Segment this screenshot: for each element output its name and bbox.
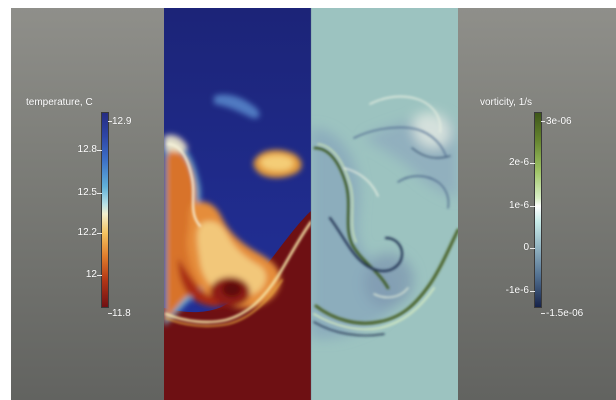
- vorticity-tick: [530, 206, 535, 207]
- field-render[interactable]: [164, 8, 458, 400]
- vorticity-tick-label: 2e-6: [508, 157, 529, 168]
- temperature-panel[interactable]: [164, 8, 311, 400]
- vorticity-max-label: 3e-06: [546, 116, 572, 127]
- temperature-tick-label: 12.5: [77, 187, 97, 198]
- field-panels[interactable]: [164, 8, 458, 400]
- temperature-tick-label: 12: [85, 269, 97, 280]
- vorticity-panel[interactable]: [311, 8, 458, 400]
- temperature-tick-label: 12.2: [77, 227, 97, 238]
- vorticity-colorbar: [534, 112, 542, 308]
- vorticity-tick-label: 0: [523, 242, 529, 253]
- vorticity-tick: [541, 121, 545, 122]
- temperature-min-label: 11.8: [112, 308, 131, 319]
- temperature-tick: [97, 193, 102, 194]
- temperature-legend-title: temperature, C: [26, 97, 93, 108]
- vorticity-tick-label: -1e-6: [505, 285, 529, 296]
- vorticity-min-label: -1.5e-06: [546, 308, 584, 319]
- temperature-tick: [108, 121, 112, 122]
- vorticity-tick-label: 1e-6: [508, 200, 529, 211]
- vorticity-tick: [541, 313, 545, 314]
- vorticity-tick: [530, 291, 535, 292]
- temperature-tick-label: 12.8: [77, 144, 97, 155]
- render-viewport[interactable]: temperature, C 12.9 11.8 12.8 12.5 12.2 …: [11, 8, 616, 400]
- temperature-tick: [97, 233, 102, 234]
- temperature-tick: [97, 150, 102, 151]
- vorticity-tick: [530, 163, 535, 164]
- temperature-tick: [97, 275, 102, 276]
- temperature-colorbar: [101, 112, 109, 308]
- vorticity-legend-title: vorticity, 1/s: [480, 97, 533, 108]
- temperature-tick: [108, 313, 112, 314]
- temperature-max-label: 12.9: [112, 116, 132, 127]
- vorticity-tick: [530, 248, 535, 249]
